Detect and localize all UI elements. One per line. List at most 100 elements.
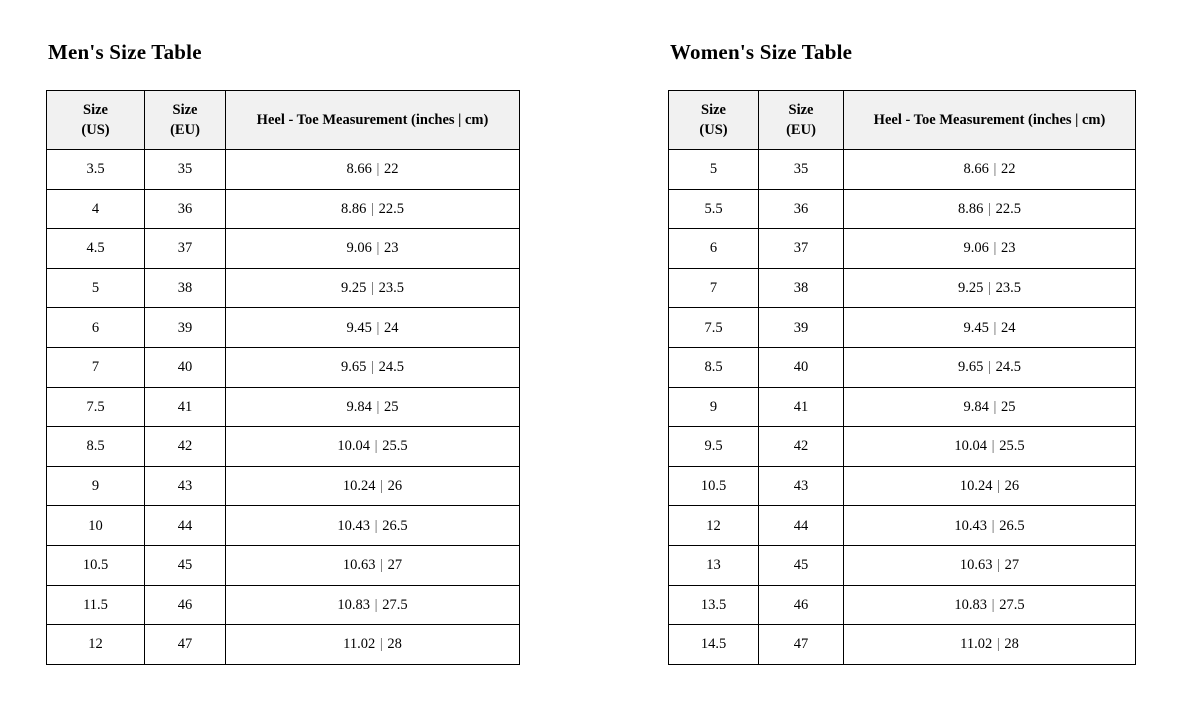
measurement-separator: | <box>993 557 1004 574</box>
womens-table-head: Size (US) Size (EU) Heel - Toe Measureme… <box>668 90 1136 150</box>
womens-size-table: Size (US) Size (EU) Heel - Toe Measureme… <box>668 90 1136 665</box>
cell-size-us: 8.5 <box>46 426 145 467</box>
table-row: 9 41 9.84 | 25 <box>668 386 1136 428</box>
table-row: 5.5 36 8.86 | 22.5 <box>668 188 1136 230</box>
measurement-separator: | <box>988 517 999 534</box>
cell-size-us: 12 <box>668 505 759 546</box>
cell-heel-toe-measurement: 10.04 | 25.5 <box>225 426 520 467</box>
cell-size-us: 9.5 <box>668 426 759 467</box>
table-row: 9 43 10.24 | 26 <box>46 465 520 507</box>
measurement-inches: 9.06 <box>346 240 372 257</box>
cell-size-us: 4 <box>46 188 145 230</box>
measurement-separator: | <box>989 161 1001 178</box>
measurement-inches: 9.45 <box>346 319 372 336</box>
mens-size-table: Size (US) Size (EU) Heel - Toe Measureme… <box>46 90 520 665</box>
measurement-inches: 10.63 <box>342 557 376 574</box>
cell-heel-toe-measurement: 10.83 | 27.5 <box>225 584 520 626</box>
header-size-us: Size (US) <box>668 90 759 150</box>
cell-size-eu: 45 <box>758 544 844 586</box>
cell-heel-toe-measurement: 9.84 | 25 <box>225 386 520 428</box>
cell-size-us: 9 <box>46 465 145 507</box>
measurement-cm: 24 <box>384 319 399 336</box>
cell-heel-toe-measurement: 8.86 | 22.5 <box>843 188 1136 230</box>
cell-size-eu: 45 <box>144 544 226 586</box>
cell-heel-toe-measurement: 9.65 | 24.5 <box>225 346 520 388</box>
table-row: 3.5 35 8.66 | 22 <box>46 149 520 190</box>
cell-size-us: 7 <box>46 346 145 388</box>
cell-heel-toe-measurement: 9.45 | 24 <box>225 307 520 348</box>
table-row: 7 38 9.25 | 23.5 <box>668 267 1136 309</box>
cell-heel-toe-measurement: 9.06 | 23 <box>843 228 1136 269</box>
cell-size-us: 13.5 <box>668 584 759 626</box>
measurement-cm: 25.5 <box>382 438 408 455</box>
cell-size-us: 4.5 <box>46 228 145 269</box>
cell-size-us: 7.5 <box>668 307 759 348</box>
cell-size-eu: 36 <box>144 188 226 230</box>
cell-size-us: 13 <box>668 544 759 586</box>
header-line-1: Heel - Toe Measurement (inches | <box>873 112 1079 128</box>
cell-size-eu: 41 <box>758 386 844 428</box>
cell-size-eu: 43 <box>144 465 226 507</box>
measurement-separator: | <box>376 636 387 653</box>
cell-size-us: 5.5 <box>668 188 759 230</box>
cell-size-us: 5 <box>668 149 759 190</box>
measurement-cm: 22.5 <box>378 200 404 217</box>
measurement-inches: 9.84 <box>346 398 372 415</box>
cell-size-eu: 35 <box>144 149 226 190</box>
cell-heel-toe-measurement: 8.66 | 22 <box>843 149 1136 190</box>
table-row: 10.5 45 10.63 | 27 <box>46 544 520 586</box>
cell-size-us: 10 <box>46 505 145 546</box>
table-row: 5 35 8.66 | 22 <box>668 149 1136 190</box>
table-row: 7.5 41 9.84 | 25 <box>46 386 520 428</box>
table-row: 6 37 9.06 | 23 <box>668 228 1136 269</box>
cell-size-eu: 42 <box>144 426 226 467</box>
measurement-inches: 10.04 <box>337 438 371 455</box>
cell-heel-toe-measurement: 9.45 | 24 <box>843 307 1136 348</box>
table-row: 13 45 10.63 | 27 <box>668 544 1136 586</box>
cell-size-eu: 35 <box>758 149 844 190</box>
measurement-inches: 8.86 <box>341 200 367 217</box>
cell-heel-toe-measurement: 10.24 | 26 <box>225 465 520 507</box>
measurement-cm: 24.5 <box>378 359 404 376</box>
measurement-separator: | <box>367 280 378 297</box>
cell-size-eu: 40 <box>758 346 844 388</box>
header-line-1: Heel - Toe Measurement (inches | <box>256 112 462 128</box>
measurement-cm: 28 <box>387 636 402 653</box>
womens-table-title: Women's Size Table <box>670 40 853 64</box>
measurement-separator: | <box>989 240 1001 257</box>
womens-size-table-block: Women's Size Table Size (US) Size (EU) H… <box>668 40 1136 665</box>
measurement-cm: 25 <box>1001 398 1016 415</box>
table-row: 6 39 9.45 | 24 <box>46 307 520 348</box>
measurement-separator: | <box>988 438 999 455</box>
cell-heel-toe-measurement: 9.65 | 24.5 <box>843 346 1136 388</box>
header-size-us: Size (US) <box>46 90 145 150</box>
table-row: 10.5 43 10.24 | 26 <box>668 465 1136 507</box>
table-row: 12 47 11.02 | 28 <box>46 624 520 665</box>
measurement-cm: 22.5 <box>995 200 1021 217</box>
cell-heel-toe-measurement: 9.25 | 23.5 <box>843 267 1136 309</box>
measurement-cm: 22 <box>1001 161 1016 178</box>
measurement-separator: | <box>989 319 1001 336</box>
measurement-cm: 25 <box>384 398 399 415</box>
cell-size-us: 6 <box>46 307 145 348</box>
table-row: 9.5 42 10.04 | 25.5 <box>668 426 1136 467</box>
measurement-separator: | <box>372 319 384 336</box>
measurement-cm: 23.5 <box>995 280 1021 297</box>
measurement-cm: 27 <box>387 557 403 574</box>
cell-size-us: 12 <box>46 624 145 665</box>
cell-heel-toe-measurement: 9.25 | 23.5 <box>225 267 520 309</box>
measurement-inches: 10.24 <box>342 478 376 495</box>
measurement-separator: | <box>372 161 384 178</box>
cell-size-eu: 42 <box>758 426 844 467</box>
measurement-cm: 27.5 <box>382 596 408 613</box>
measurement-inches: 9.25 <box>958 280 984 297</box>
measurement-inches: 9.65 <box>341 359 367 376</box>
measurement-inches: 10.63 <box>959 557 993 574</box>
cell-heel-toe-measurement: 9.84 | 25 <box>843 386 1136 428</box>
cell-size-us: 11.5 <box>46 584 145 626</box>
measurement-inches: 10.43 <box>337 517 371 534</box>
measurement-separator: | <box>984 359 995 376</box>
cell-heel-toe-measurement: 10.24 | 26 <box>843 465 1136 507</box>
cell-heel-toe-measurement: 10.63 | 27 <box>843 544 1136 586</box>
measurement-cm: 24.5 <box>995 359 1021 376</box>
